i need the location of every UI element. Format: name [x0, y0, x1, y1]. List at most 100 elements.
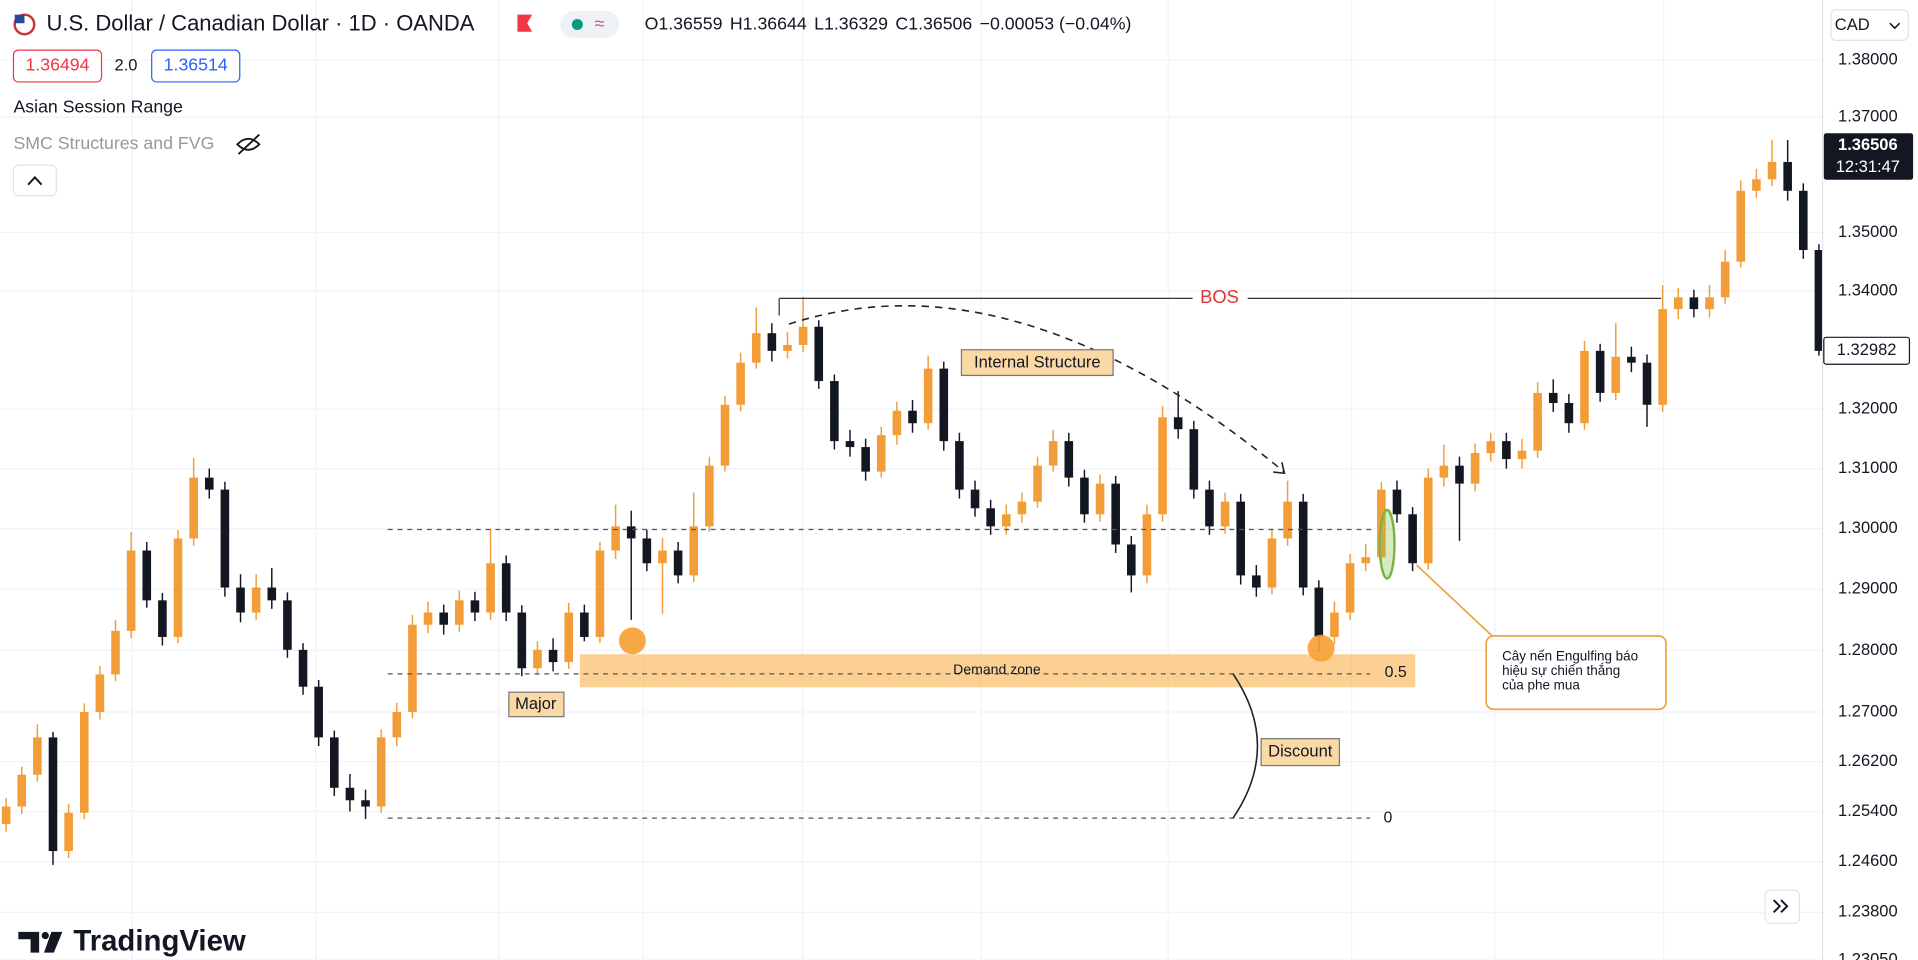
hidden-eye-icon[interactable] [236, 133, 261, 155]
engulfing-highlight [1378, 508, 1396, 580]
candle-body [642, 538, 652, 564]
candle-body [892, 410, 902, 436]
candle-body [1548, 392, 1558, 403]
candle-body [1220, 501, 1230, 527]
candle-body [95, 674, 105, 713]
demand-label: Demand zone [953, 661, 1041, 677]
candle-body [923, 368, 933, 424]
indicator-name[interactable]: Asian Session Range [13, 96, 183, 116]
candle-body [1064, 441, 1074, 478]
ask-button[interactable] [151, 49, 241, 83]
candle-body [1111, 483, 1120, 545]
y-tick-label: 1.32000 [1838, 399, 1898, 417]
candle-body [1564, 402, 1574, 424]
candle-body [345, 787, 355, 801]
discount-curve [1232, 673, 1259, 819]
callout-text: của phe mua [1502, 678, 1580, 693]
candle-body [986, 508, 995, 527]
ohlc-low: L1.36329 [814, 13, 888, 33]
brand-logo: TradingView [18, 925, 246, 958]
candle-body [1658, 309, 1667, 405]
candle-body [470, 600, 480, 613]
candle-body [658, 550, 667, 564]
candle-body [33, 737, 42, 775]
candle-body [79, 712, 89, 813]
candle-body [1173, 417, 1183, 430]
candle-body [970, 489, 980, 509]
y-tick-label: 1.35000 [1838, 223, 1898, 241]
candle-body [423, 612, 433, 625]
candle-body [720, 404, 730, 466]
candle-body [1283, 501, 1292, 539]
countdown: 12:31:47 [1836, 158, 1900, 176]
candle-body [1533, 392, 1542, 451]
candle-body [1, 806, 11, 825]
candle-body [1252, 575, 1261, 588]
candle-body [908, 410, 917, 424]
candle-body [595, 550, 605, 637]
candle-body [1361, 557, 1371, 564]
bid-button[interactable] [12, 49, 103, 83]
candle-body [611, 526, 620, 551]
scroll-button[interactable] [1764, 889, 1800, 924]
candle-body [1470, 453, 1480, 484]
price-badges: 1.36506 12:31:47 1.32982 [1823, 133, 1914, 365]
major-label: Major [515, 695, 557, 713]
candle-body [1595, 350, 1605, 393]
ohlc-open: O1.36559 [645, 13, 723, 33]
candle-body [1705, 297, 1714, 310]
y-tick-label: 1.30000 [1838, 519, 1898, 537]
candle-body [17, 774, 27, 807]
candle-body [1673, 297, 1683, 310]
candle-body [1486, 441, 1496, 454]
candle-body [814, 326, 824, 382]
price-label-box [1823, 336, 1911, 365]
ohlc-legend: O1.36559 H1.36644 L1.36329 C1.36506 −0.0… [645, 13, 1132, 33]
candle-body [1345, 563, 1355, 613]
y-tick-label: 1.24600 [1838, 852, 1898, 870]
y-tick-label: 1.25400 [1838, 802, 1898, 820]
candle-body [1236, 501, 1245, 576]
candle-body [1033, 465, 1042, 502]
status-dot [571, 18, 583, 30]
candle-body [689, 526, 699, 576]
currency-button[interactable] [1830, 9, 1909, 41]
candle-body [173, 538, 183, 637]
internal-label: Internal Structure [974, 354, 1101, 372]
last-price-badge [1823, 133, 1914, 180]
logo-mark [18, 931, 40, 953]
label-box [508, 691, 565, 718]
bid-price: 1.36494 [25, 55, 89, 75]
candle-body [1017, 501, 1027, 515]
candle-body [955, 441, 964, 490]
candle-body [830, 381, 839, 442]
y-tick-label: 1.34000 [1838, 281, 1898, 299]
chevron [27, 175, 43, 186]
candle-body [1502, 441, 1511, 460]
indicator-name[interactable]: SMC Structures and FVG [13, 133, 214, 153]
candle-body [267, 587, 277, 601]
candle-body [501, 563, 511, 613]
candle-body [1736, 190, 1746, 262]
candle-body [1330, 612, 1339, 637]
candle-body [1689, 297, 1699, 310]
candle-body [1408, 514, 1417, 564]
candle-body [1314, 587, 1324, 637]
candle-body [1158, 417, 1167, 515]
candle-body [1752, 179, 1761, 191]
collapse-button[interactable] [12, 164, 57, 197]
candle-body [455, 600, 464, 625]
status-pill[interactable] [560, 11, 619, 38]
vertical-grid [131, 0, 1665, 960]
header: U.S. Dollar / Canadian Dollar · 1D · OAN… [12, 9, 1909, 197]
candle-body [251, 587, 261, 613]
symbol-title[interactable]: U.S. Dollar / Canadian Dollar · 1D · OAN… [46, 10, 474, 35]
candle-body [48, 737, 58, 852]
candle-body [111, 630, 120, 675]
label-box [960, 349, 1114, 377]
candle-body [1580, 350, 1589, 424]
y-tick-label: 1.38000 [1838, 50, 1898, 68]
spread: 2.0 [115, 56, 138, 74]
flag-marker[interactable] [517, 14, 533, 32]
